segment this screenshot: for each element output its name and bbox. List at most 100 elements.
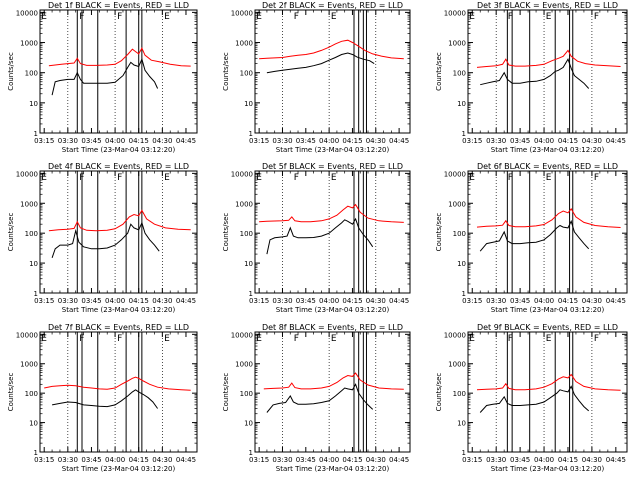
segment-marker: E	[546, 12, 552, 22]
segment-marker: F	[79, 12, 84, 22]
x-tick-label: 03:15	[249, 137, 269, 145]
x-tick-label: 04:45	[389, 456, 409, 464]
x-tick-label: 04:45	[606, 297, 626, 305]
series-line-events	[51, 57, 159, 96]
series-line-lld	[259, 39, 404, 60]
y-tick-label: 100	[453, 390, 466, 398]
x-tick-label: 04:45	[176, 137, 196, 145]
y-tick-label: 1	[249, 130, 253, 138]
x-tick-label: 03:30	[272, 456, 292, 464]
panel-title: Det 4f BLACK = Events, RED = LLD	[48, 162, 189, 171]
x-tick-label: 04:45	[176, 297, 196, 305]
segment-marker: F	[508, 173, 513, 183]
x-tick-label: 03:30	[58, 456, 78, 464]
x-tick-label: 03:45	[510, 297, 530, 305]
detector-panel-8: Det 8f BLACK = Events, RED = LLD 1 10 100 10…	[222, 323, 411, 473]
y-axis-label: Counts/sec	[435, 52, 443, 91]
segment-marker: F	[508, 334, 513, 344]
segment-marker: E	[164, 173, 170, 183]
y-tick-label: 1000	[235, 361, 253, 369]
x-tick-label: 04:45	[606, 456, 626, 464]
plot-frame	[254, 331, 411, 453]
y-tick-label: 100	[453, 230, 466, 238]
segment-marker: E	[469, 173, 475, 183]
x-tick-label: 03:45	[296, 456, 316, 464]
y-tick-label: 10000	[444, 9, 466, 17]
segment-marker: E	[256, 334, 262, 344]
x-axis-label: Start Time (23-Mar-04 03:12:20)	[491, 306, 605, 314]
x-tick-label: 04:30	[152, 297, 172, 305]
x-tick-label: 04:15	[129, 297, 149, 305]
y-axis-label: Counts/sec	[7, 52, 15, 91]
series-line-lld	[44, 376, 191, 391]
x-axis-label: Start Time (23-Mar-04 03:12:20)	[276, 465, 390, 473]
x-tick-label: 03:30	[272, 297, 292, 305]
series-line-events	[266, 383, 374, 413]
x-tick-label: 03:30	[58, 297, 78, 305]
plot-frame	[254, 170, 411, 294]
plot-frame	[467, 9, 628, 134]
x-tick-label: 03:45	[510, 137, 530, 145]
series-line-events	[51, 221, 160, 258]
y-tick-label: 10000	[231, 9, 253, 17]
y-tick-label: 10000	[231, 331, 253, 339]
x-tick-label: 04:15	[129, 456, 149, 464]
y-tick-label: 1000	[20, 200, 38, 208]
x-tick-label: 03:45	[296, 297, 316, 305]
panel-title: Det 9f BLACK = Events, RED = LLD	[477, 323, 618, 332]
x-tick-label: 04:00	[319, 137, 339, 145]
series-line-events	[266, 52, 375, 74]
y-tick-label: 100	[240, 230, 253, 238]
panel-title: Det 5f BLACK = Events, RED = LLD	[262, 162, 403, 171]
x-tick-label: 04:00	[534, 297, 554, 305]
x-tick-label: 04:00	[105, 137, 125, 145]
plot-frame	[39, 9, 198, 134]
segment-marker: E	[469, 334, 475, 344]
segment-marker: F	[79, 334, 84, 344]
x-tick-label: 04:45	[176, 456, 196, 464]
detector-panel-2: Det 2f BLACK = Events, RED = LLD 1 10 100 10…	[222, 1, 411, 154]
segment-marker: F	[79, 173, 84, 183]
y-tick-label: 100	[240, 390, 253, 398]
y-axis-label: Counts/sec	[222, 213, 230, 252]
panel-title: Det 1f BLACK = Events, RED = LLD	[48, 1, 189, 10]
x-tick-label: 04:15	[342, 297, 362, 305]
segment-marker: E	[331, 334, 337, 344]
x-tick-label: 04:45	[606, 137, 626, 145]
series-line-lld	[48, 209, 191, 232]
y-tick-label: 1000	[20, 40, 38, 48]
x-tick-label: 04:15	[558, 137, 578, 145]
plot-frame	[39, 331, 198, 453]
x-tick-label: 04:30	[582, 297, 602, 305]
plot-frame	[467, 170, 628, 294]
y-tick-label: 100	[25, 390, 38, 398]
segment-marker: E	[331, 12, 337, 22]
x-tick-label: 03:15	[462, 297, 482, 305]
y-tick-label: 10000	[16, 170, 38, 178]
detector-panel-3: Det 3f BLACK = Events, RED = LLD 1 10 100 10…	[435, 1, 628, 154]
x-tick-label: 03:45	[510, 456, 530, 464]
x-tick-label: 04:00	[319, 456, 339, 464]
y-tick-label: 1000	[235, 40, 253, 48]
panel-title: Det 7f BLACK = Events, RED = LLD	[48, 323, 189, 332]
segment-marker: E	[256, 173, 262, 183]
y-tick-label: 100	[25, 70, 38, 78]
segment-marker: F	[594, 173, 599, 183]
detector-panel-5: Det 5f BLACK = Events, RED = LLD 1 10 100 10…	[222, 162, 411, 314]
segment-marker: F	[117, 12, 122, 22]
x-tick-label: 03:45	[296, 137, 316, 145]
x-tick-label: 03:30	[272, 137, 292, 145]
y-tick-label: 100	[453, 70, 466, 78]
x-axis-label: Start Time (23-Mar-04 03:12:20)	[491, 146, 605, 154]
segment-marker: E	[546, 334, 552, 344]
plot-frame	[39, 170, 198, 294]
segment-marker: F	[508, 12, 513, 22]
segment-marker: F	[594, 12, 599, 22]
y-axis-label: Counts/sec	[222, 52, 230, 91]
x-tick-label: 04:30	[582, 456, 602, 464]
y-tick-label: 1	[249, 449, 253, 457]
y-tick-label: 10	[457, 100, 466, 108]
series-line-lld	[259, 203, 404, 223]
x-tick-label: 04:00	[319, 297, 339, 305]
